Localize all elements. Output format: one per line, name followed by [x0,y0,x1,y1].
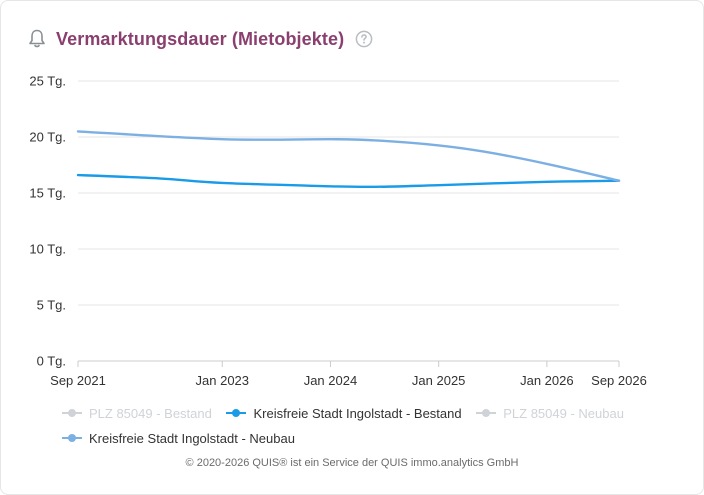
line-chart: 0 Tg. 5 Tg. 10 Tg. 15 Tg. 20 Tg. 25 Tg. Sep 20… [29,74,647,389]
legend-item-plz-bestand[interactable]: PLZ 85049 - Bestand [61,403,212,423]
x-tick-label: Jan 2024 [304,373,358,388]
x-tick-label: Sep 2021 [50,373,106,388]
x-tick-label: Sep 2026 [591,373,647,388]
series-line-1 [76,173,621,189]
legend-item-plz-neubau[interactable]: PLZ 85049 - Neubau [475,403,624,423]
legend-marker-icon [476,409,497,417]
legend-item-stadt-bestand[interactable]: Kreisfreie Stadt Ingolstadt - Bestand [225,403,462,423]
x-tick-label: Jan 2025 [412,373,466,388]
legend-label: Kreisfreie Stadt Ingolstadt - Neubau [89,430,295,446]
y-tick-label: 25 Tg. [29,74,66,89]
footer-copyright: © 2020-2026 QUIS® ist ein Service der QU… [185,457,519,469]
legend-marker-icon [62,434,82,442]
y-tick-label: 10 Tg. [29,242,66,257]
y-tick-label: 5 Tg. [37,298,66,313]
chart-title: Vermarktungsdauer (Mietobjekte) [56,28,345,49]
bell-icon[interactable] [27,28,47,50]
legend-label: PLZ 85049 - Neubau [503,405,624,421]
legend-item-stadt-neubau[interactable]: Kreisfreie Stadt Ingolstadt - Neubau [61,428,295,448]
y-tick-label: 0 Tg. [37,354,66,369]
x-tick-label: Jan 2026 [520,373,574,388]
series-line-3 [76,130,621,182]
x-tick-label: Jan 2023 [196,373,250,388]
help-icon[interactable] [355,30,373,48]
legend-marker-icon [62,409,82,417]
legend-marker-icon [226,409,247,417]
y-tick-label: 15 Tg. [29,186,66,201]
legend-label: Kreisfreie Stadt Ingolstadt - Bestand [253,405,462,421]
chart-legend: PLZ 85049 - Bestand Kreisfreie Stadt Ing… [61,403,661,448]
card-header: Vermarktungsdauer (Mietobjekte) [27,25,373,53]
y-tick-label: 20 Tg. [29,130,66,145]
legend-label: PLZ 85049 - Bestand [89,405,212,421]
